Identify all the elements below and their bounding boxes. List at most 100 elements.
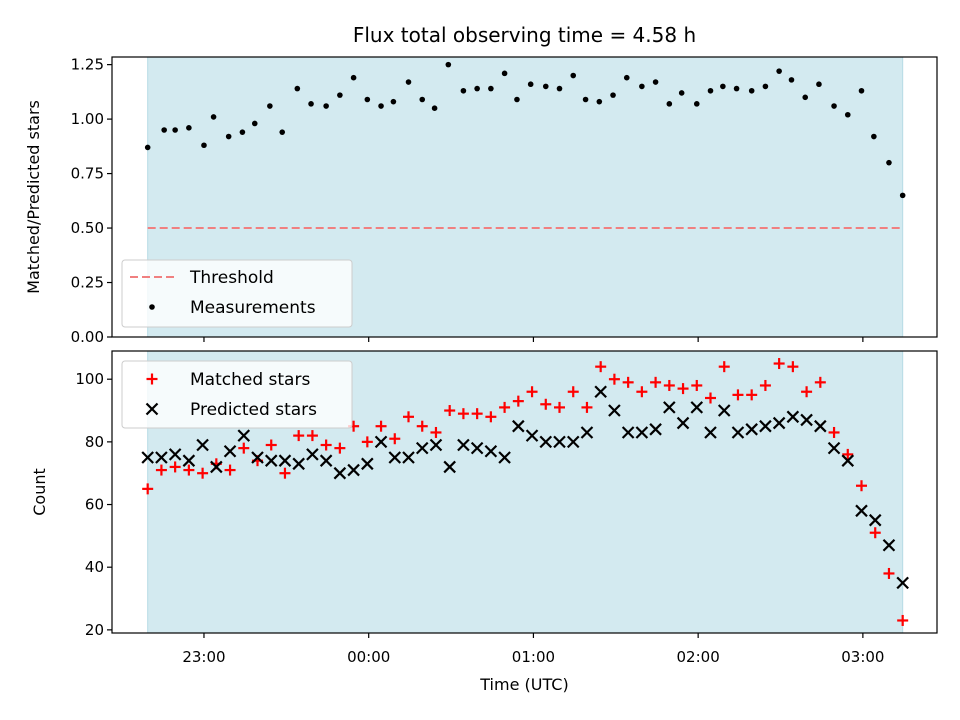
measurement-point: [364, 96, 371, 103]
legend-cross-marker: [145, 402, 159, 416]
matched-point: [732, 389, 744, 401]
x-tick-label: 03:00: [841, 648, 884, 666]
measurement-point: [323, 103, 329, 109]
matched-point: [842, 448, 854, 460]
matched-point: [787, 361, 799, 373]
measurement-point: [390, 98, 397, 105]
matched-point: [828, 426, 840, 438]
matched-point: [595, 361, 607, 373]
top-y-tick-label: 1.00: [71, 110, 104, 128]
bottom-legend: Matched stars Predicted stars: [121, 360, 353, 429]
measurement-point: [802, 94, 809, 101]
legend-label-measurements: Measurements: [190, 298, 316, 318]
matched-point: [759, 379, 771, 391]
predicted-point: [690, 401, 704, 414]
measurement-point: [460, 87, 467, 94]
top-y-axis: 0.00 0.25 0.50 0.75 1.00 1.25: [71, 56, 112, 346]
top-y-tick-label: 0.50: [71, 219, 104, 237]
predicted-point: [333, 466, 347, 480]
bottom-y-axis: 20 40 60 80 100: [75, 370, 112, 639]
legend-measurements-swatch: [149, 304, 155, 310]
matched-point: [389, 433, 401, 445]
measurement-point: [378, 103, 384, 109]
predicted-point: [553, 435, 566, 449]
predicted-point: [457, 438, 470, 452]
predicted-point: [292, 457, 305, 471]
measurement-point: [886, 159, 892, 166]
measurement-point: [871, 133, 877, 140]
measurement-point: [748, 87, 755, 94]
matched-point: [334, 442, 346, 454]
matched-point: [485, 411, 497, 423]
measurement-point: [720, 83, 726, 90]
matched-point: [457, 408, 469, 420]
bottom-x-axis: 23:00 00:00 01:00 02:00 03:00: [182, 633, 884, 666]
matched-point: [801, 386, 813, 398]
measurement-point: [488, 85, 494, 92]
top-legend: Threshold Measurements: [121, 259, 353, 328]
predicted-point: [429, 438, 443, 452]
matched-point: [869, 527, 881, 539]
matched-point: [142, 483, 154, 495]
matched-point: [567, 386, 579, 398]
matched-point: [897, 614, 909, 626]
bottom-legend-box: [121, 360, 353, 429]
bottom-y-tick-label: 40: [85, 558, 104, 576]
predicted-point: [896, 576, 909, 590]
predicted-point: [786, 410, 800, 424]
matched-point: [705, 392, 717, 404]
predicted-point: [306, 448, 319, 461]
bottom-y-tick-label: 20: [85, 621, 104, 639]
matched-point: [814, 376, 826, 388]
predicted-stars-series: [141, 385, 909, 590]
matched-point: [403, 411, 415, 423]
legend-label-matched: Matched stars: [190, 370, 310, 390]
matched-point: [540, 398, 552, 410]
matched-point: [155, 464, 167, 476]
measurement-point: [831, 103, 837, 109]
predicted-point: [402, 451, 415, 464]
matched-point: [608, 373, 620, 385]
matched-point: [197, 467, 209, 479]
chart-title: Flux total observing time = 4.58 h: [353, 23, 696, 47]
predicted-point: [800, 413, 813, 427]
predicted-point: [347, 463, 360, 477]
matched-point: [224, 464, 236, 476]
measurement-point: [610, 92, 616, 98]
predicted-point: [676, 416, 690, 430]
matched-point: [279, 467, 291, 479]
predicted-point: [484, 444, 498, 458]
measurement-point: [201, 142, 207, 149]
measurement-point: [350, 74, 357, 81]
predicted-point: [470, 441, 484, 455]
matched-point: [306, 430, 318, 442]
matched-point: [169, 461, 181, 473]
predicted-point: [772, 416, 786, 430]
measurement-point: [445, 61, 452, 68]
top-plot-frame: [111, 56, 938, 338]
matched-point: [581, 401, 593, 413]
predicted-point: [210, 460, 223, 474]
predicted-point: [361, 457, 374, 471]
x-tick-label: 02:00: [677, 648, 720, 666]
bottom-y-tick-label: 80: [85, 433, 104, 451]
matched-point: [444, 405, 456, 417]
measurement-point: [144, 144, 151, 151]
matched-point: [650, 376, 662, 388]
measurement-point: [527, 81, 534, 88]
matched-point: [430, 426, 442, 438]
measurement-point: [267, 103, 273, 109]
matched-point: [883, 567, 895, 579]
matched-point: [293, 430, 305, 442]
top-y-axis-label: Matched/Predicted stars: [24, 100, 43, 294]
measurement-point: [501, 70, 508, 77]
bottom-y-axis-label: Count: [30, 468, 49, 516]
predicted-point: [827, 441, 841, 455]
measurement-point: [623, 74, 630, 81]
measurement-point: [582, 96, 589, 103]
matched-point: [746, 389, 758, 401]
predicted-point: [566, 435, 580, 449]
measurement-point: [279, 129, 286, 135]
matched-point: [677, 383, 689, 395]
